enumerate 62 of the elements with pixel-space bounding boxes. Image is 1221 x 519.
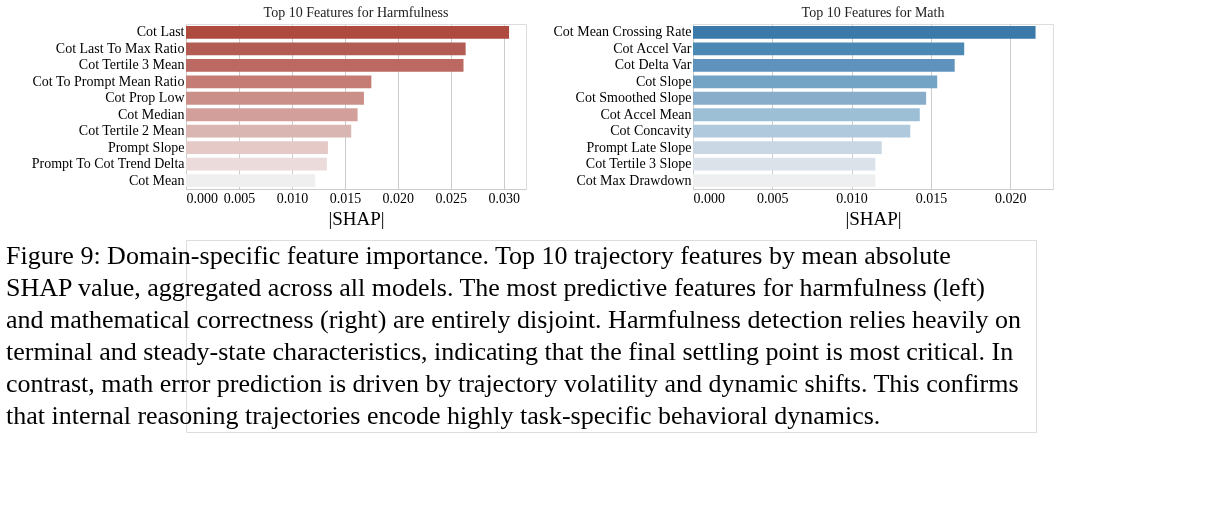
x-tick-label: 0.010: [276, 190, 309, 206]
y-tick-label: Cot Last: [136, 24, 185, 40]
x-tick-label: 0.010: [836, 190, 868, 206]
y-tick-label: Cot Mean: [128, 172, 185, 188]
x-tick-label: 0.005: [757, 190, 789, 206]
y-tick-label: Cot Tertile 2 Mean: [78, 123, 185, 139]
y-tick-label: Cot Accel Var: [613, 40, 692, 56]
y-tick-label: Cot Max Drawdown: [576, 172, 692, 188]
y-tick-label: Cot Smoothed Slope: [575, 90, 692, 106]
x-tick-label: 0.015: [329, 190, 362, 206]
bar: [186, 141, 328, 155]
bar: [693, 141, 882, 155]
bar: [186, 124, 352, 138]
bar: [186, 108, 358, 122]
bar: [186, 25, 510, 39]
x-tick-label: 0.020: [994, 190, 1027, 206]
text: terminal and steady-state characteristics, indicating that the final settling point is most critical. In: [6, 337, 1014, 366]
y-tick-label: Cot Tertile 3 Mean: [78, 57, 185, 73]
chart-title: Top 10 Features for Math: [801, 5, 945, 20]
y-tick-label: Cot Tertile 3 Slope: [585, 156, 692, 172]
y-tick-label: Cot Median: [118, 106, 185, 122]
text: contrast, math error prediction is driven by trajectory volatility and dynamic shifts. This confirms: [6, 369, 1019, 398]
y-tick-label: Cot Accel Mean: [600, 106, 692, 122]
y-tick-label: Cot Last To Max Ratio: [55, 40, 185, 56]
text: SHAP value, aggregated across all models. The most predictive features for harmfulness (left): [6, 273, 986, 302]
bar: [693, 58, 955, 72]
y-tick-label: Prompt Late Slope: [586, 139, 692, 155]
x-tick-label: 0.025: [435, 190, 468, 206]
bar: [693, 174, 876, 188]
bar: [693, 91, 927, 105]
bar: [693, 108, 920, 122]
x-tick-label: 0.005: [223, 190, 256, 206]
text: that internal reasoning trajectories encode highly task-specific behavioral dynamics.: [6, 401, 881, 430]
bar: [693, 75, 938, 89]
x-axis-title: |SHAP|: [845, 207, 902, 229]
y-tick-label: Cot Prop Low: [105, 90, 186, 106]
text: and mathematical correctness (right) are entirely disjoint. Harmfulness detection relies heavily on: [6, 305, 1022, 334]
chart-title: Top 10 Features for Harmfulness: [263, 5, 449, 20]
caption: Figure 9: Domain-specific feature importance. Top 10 trajectory features by mean absolute: [6, 241, 951, 270]
bar: [693, 157, 876, 171]
y-tick-label: Cot Delta Var: [614, 57, 692, 73]
y-tick-label: Prompt Slope: [107, 139, 185, 155]
bar: [186, 91, 364, 105]
bar: [693, 42, 965, 56]
x-axis-title: |SHAP|: [328, 207, 385, 229]
y-tick-label: Cot Concavity: [610, 123, 692, 139]
x-tick-label: 0.030: [488, 190, 521, 206]
bar: [186, 174, 316, 188]
bar: [186, 42, 466, 56]
y-tick-label: Prompt To Cot Trend Delta: [31, 156, 186, 172]
x-tick-label: 0.015: [915, 190, 948, 206]
y-tick-label: Cot To Prompt Mean Ratio: [32, 73, 185, 89]
bar: [693, 25, 1036, 39]
y-tick-label: Cot Mean Crossing Rate: [553, 24, 692, 40]
bar: [693, 124, 911, 138]
y-tick-label: Cot Slope: [635, 73, 692, 89]
bar: [186, 75, 372, 89]
x-tick-label: 0.000: [186, 190, 218, 206]
bar: [186, 58, 464, 72]
x-tick-label: 0.020: [382, 190, 415, 206]
bar: [186, 157, 327, 171]
x-tick-label: 0.000: [693, 190, 725, 206]
